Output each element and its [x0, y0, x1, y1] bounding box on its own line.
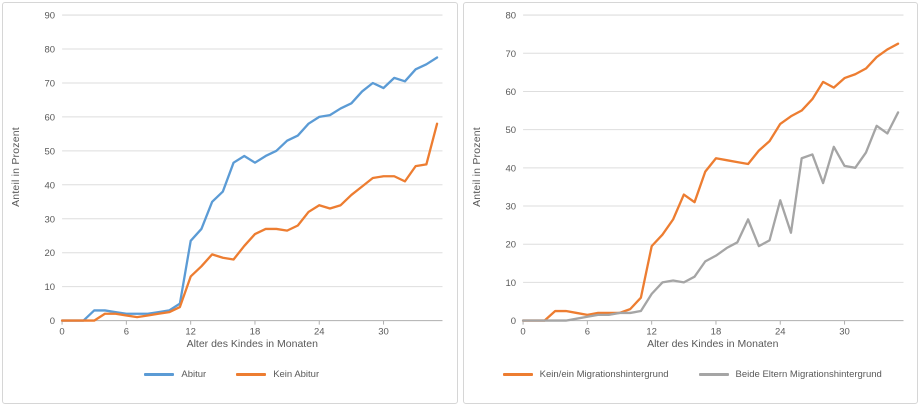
series-line-kein-abitur [60, 122, 439, 322]
legend-item: Abitur [144, 369, 206, 380]
legend-label: Abitur [181, 369, 207, 380]
y-tick-label: 90 [44, 11, 55, 22]
legend-line-sample [698, 373, 729, 376]
gridlines [61, 14, 443, 325]
legend-line-sample [502, 373, 533, 376]
y-tick-label: 70 [505, 49, 516, 60]
legend-item: Beide Eltern Migrationshintergrund [698, 369, 882, 380]
line-plot-abitur: 0 10 20 30 40 50 60 70 80 90 0 6 12 18 24 30 [44, 11, 443, 338]
axis-tick-labels: 0 10 20 30 40 50 60 70 80 90 0 6 12 18 24 30 [44, 11, 388, 338]
x-tick-label: 18 [250, 327, 261, 338]
x-tick-label: 24 [314, 327, 325, 338]
x-tick-label: 6 [124, 327, 129, 338]
axis-tick-labels: 0 10 20 30 40 50 60 70 80 0 6 12 18 24 30 [505, 11, 849, 338]
x-axis-title: Alter des Kindes in Monaten [186, 338, 318, 350]
x-tick-label: 0 [59, 327, 64, 338]
y-tick-label: 70 [44, 78, 55, 89]
y-tick-label: 10 [505, 278, 516, 289]
x-tick-label: 18 [710, 327, 721, 338]
y-axis-title: Anteil in Prozent [470, 127, 483, 207]
line-plot-migrationshintergrund: 0 10 20 30 40 50 60 70 80 0 6 12 18 24 30 [505, 11, 903, 338]
series-line-beide-eltern-migrationshintergrund [521, 111, 899, 322]
legend-item: Kein/ein Migrationshintergrund [502, 369, 669, 380]
y-tick-label: 0 [50, 316, 55, 327]
gridlines [522, 14, 903, 325]
y-tick-label: 20 [44, 248, 55, 259]
y-tick-label: 60 [44, 112, 55, 123]
x-tick-label: 30 [378, 327, 389, 338]
y-tick-label: 40 [505, 163, 516, 174]
x-tick-label: 24 [774, 327, 785, 338]
y-tick-label: 80 [44, 45, 55, 56]
chart-panel-abitur: 0 10 20 30 40 50 60 70 80 90 0 6 12 18 24 30 Anteil in … [2, 2, 458, 404]
y-tick-label: 30 [44, 214, 55, 225]
y-tick-label: 30 [505, 202, 516, 213]
y-tick-label: 80 [505, 11, 516, 22]
y-tick-label: 0 [510, 316, 515, 327]
y-tick-label: 20 [505, 240, 516, 251]
y-tick-label: 50 [44, 146, 55, 157]
x-tick-label: 0 [520, 327, 525, 338]
series-line-abitur [60, 56, 439, 322]
x-tick-label: 12 [185, 327, 196, 338]
y-tick-label: 10 [44, 282, 55, 293]
legend: Abitur Kein Abitur [17, 369, 447, 380]
legend-label: Beide Eltern Migrationshintergrund [735, 369, 882, 380]
legend-label: Kein/ein Migrationshintergrund [539, 369, 669, 380]
x-tick-label: 6 [584, 327, 589, 338]
legend-line-sample [236, 373, 267, 376]
legend: Kein/ein Migrationshintergrund Beide Elte… [478, 369, 908, 380]
legend-item: Kein Abitur [236, 369, 319, 380]
y-tick-label: 50 [505, 125, 516, 136]
y-tick-label: 40 [44, 180, 55, 191]
legend-line-sample [144, 373, 175, 376]
legend-label: Kein Abitur [273, 369, 320, 380]
series-line-kein-ein-migrationshintergrund [521, 42, 899, 322]
chart-panel-migrationshintergrund: 0 10 20 30 40 50 60 70 80 0 6 12 18 24 30 Anteil in Pr… [462, 2, 918, 404]
y-axis-title: Anteil in Prozent [10, 127, 22, 207]
y-tick-label: 60 [505, 87, 516, 98]
x-tick-label: 12 [646, 327, 657, 338]
x-axis-title: Alter des Kindes in Monaten [647, 338, 779, 350]
x-tick-label: 30 [839, 327, 850, 338]
